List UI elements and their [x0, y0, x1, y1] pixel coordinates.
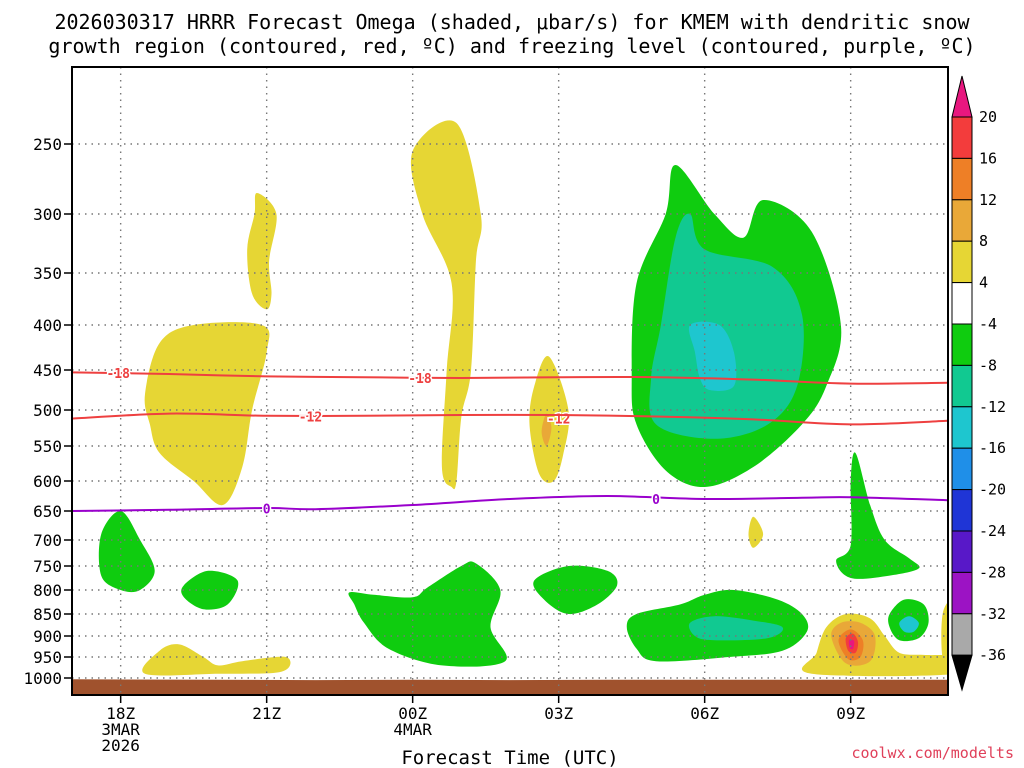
y-tick-label-750: 750 [33, 557, 62, 576]
omega-region-yellow-upper-21z [247, 193, 277, 310]
ground-fill [72, 679, 948, 695]
omega-region-yellow-tall-00z [410, 120, 482, 490]
x-tick-label-00Z-line1: 00Z [398, 704, 427, 723]
y-tick-label-350: 350 [33, 264, 62, 283]
y-tick-label-600: 600 [33, 472, 62, 491]
y-tick-label-500: 500 [33, 401, 62, 420]
colorbar-bin-13 [951, 613, 973, 656]
colorbar-label-3: 8 [979, 232, 988, 250]
colorbar-bin-3 [951, 199, 973, 242]
y-tick-label-450: 450 [33, 361, 62, 380]
x-tick-label-06Z-line1: 06Z [690, 704, 719, 723]
x-tick-label-21Z-line1: 21Z [252, 704, 281, 723]
y-tick-label-700: 700 [33, 531, 62, 550]
omega-region-green-low-03z [533, 565, 618, 615]
grid-lines [72, 67, 948, 695]
omega-region-group [98, 120, 948, 677]
site-credit: coolwx.com/modelts [851, 744, 1014, 762]
colorbar-bin-9 [951, 447, 973, 491]
omega-region-teal-dgz-05z [649, 213, 804, 439]
omega-shaded-regions [98, 120, 948, 677]
x-tick-label-18Z-line3: 2026 [101, 736, 140, 755]
colorbar-label-4: 4 [979, 274, 988, 292]
contour-freezing-level [71, 494, 949, 512]
omega-region-yellow-edge-11z [941, 601, 948, 672]
x-axis-title: Forecast Time (UTC) [401, 747, 618, 768]
colorbar-top-arrow [951, 75, 973, 118]
colorbar-bin-5 [951, 282, 973, 325]
colorbar-bin-1 [951, 116, 973, 159]
contour-dgz-minus18 [71, 371, 949, 385]
omega-region-yellow-small-950-10z [882, 654, 927, 669]
chart-title-line-1: 2026030317 HRRR Forecast Omega (shaded, … [54, 10, 970, 34]
colorbar-label-2: 12 [979, 191, 997, 209]
contour-label-freezing-level-1: 0 [652, 493, 660, 508]
colorbar-label-5: -4 [979, 315, 997, 333]
x-tick-label-00Z-line2: 4MAR [393, 720, 432, 739]
y-tick-label-950: 950 [33, 648, 62, 667]
colorbar-bin-2 [951, 157, 973, 201]
y-tick-label-250: 250 [33, 135, 62, 154]
x-tick-label-18Z-line1: 18Z [106, 704, 135, 723]
omega-region-green-low-09z [836, 452, 920, 579]
omega-region-cyan-dgz-05z [688, 321, 737, 391]
colorbar-label-7: -12 [979, 398, 1006, 416]
omega-region-yellow-small-07z [748, 516, 764, 548]
colorbar-bin-4 [951, 240, 973, 284]
colorbar-label-8: -16 [979, 439, 1006, 457]
y-tick-label-800: 800 [33, 581, 62, 600]
colorbar-bottom-arrow [951, 654, 973, 692]
pressure-axis: 250 300 350 400 450 500 550 600 650 700 750 800 850 9… [23, 135, 72, 688]
colorbar-bin-12 [951, 571, 973, 615]
ground-layer [72, 679, 948, 695]
colorbar-label-11: -28 [979, 563, 1006, 581]
y-tick-label-300: 300 [33, 205, 62, 224]
contour-dgz-minus12 [71, 412, 949, 426]
omega-region-yellow-low-19z [142, 644, 291, 676]
omega-colorbar: 20 16 12 8 4 -4 -8 -12 -16 -20 -24 -28 -32 -36 [951, 75, 1006, 692]
x-tick-label-18Z-line2: 3MAR [101, 720, 140, 739]
omega-region-green-low-18z [98, 510, 155, 593]
colorbar-label-1: 16 [979, 149, 997, 167]
contour-label-dgz-minus12-0: -12 [299, 410, 322, 425]
omega-region-teal-low-06z [688, 616, 784, 641]
omega-region-cyan-low-10z [899, 616, 919, 633]
y-tick-label-650: 650 [33, 502, 62, 521]
colorbar-label-0: 20 [979, 108, 997, 126]
y-tick-label-550: 550 [33, 437, 62, 456]
colorbar-bin-10 [951, 489, 973, 532]
plot-frame [71, 66, 949, 696]
contour-label-freezing-level-0: 0 [263, 503, 271, 518]
y-tick-label-850: 850 [33, 605, 62, 624]
chart-title-line-2: growth region (contoured, red, ºC) and f… [48, 34, 975, 58]
x-tick-label-09Z-line1: 09Z [836, 704, 865, 723]
omega-region-orange-03z [541, 413, 552, 447]
colorbar-label-10: -24 [979, 522, 1006, 540]
colorbar-bin-11 [951, 530, 973, 573]
colorbar-label-12: -32 [979, 605, 1006, 623]
colorbar-bin-7 [951, 364, 973, 408]
y-tick-label-400: 400 [33, 316, 62, 335]
x-tick-label-03Z-line1: 03Z [544, 704, 573, 723]
colorbar-bin-6 [951, 323, 973, 366]
omega-region-green-low-01z [348, 561, 507, 667]
contour-label-dgz-minus18-1: -18 [408, 372, 432, 387]
colorbar-label-13: -36 [979, 646, 1006, 664]
y-tick-label-900: 900 [33, 627, 62, 646]
contour-label-dgz-minus18-0: -18 [106, 367, 130, 382]
colorbar-label-6: -8 [979, 356, 997, 374]
colorbar-label-9: -20 [979, 481, 1006, 499]
colorbar-bin-8 [951, 406, 973, 449]
y-tick-label-1000: 1000 [23, 669, 62, 688]
